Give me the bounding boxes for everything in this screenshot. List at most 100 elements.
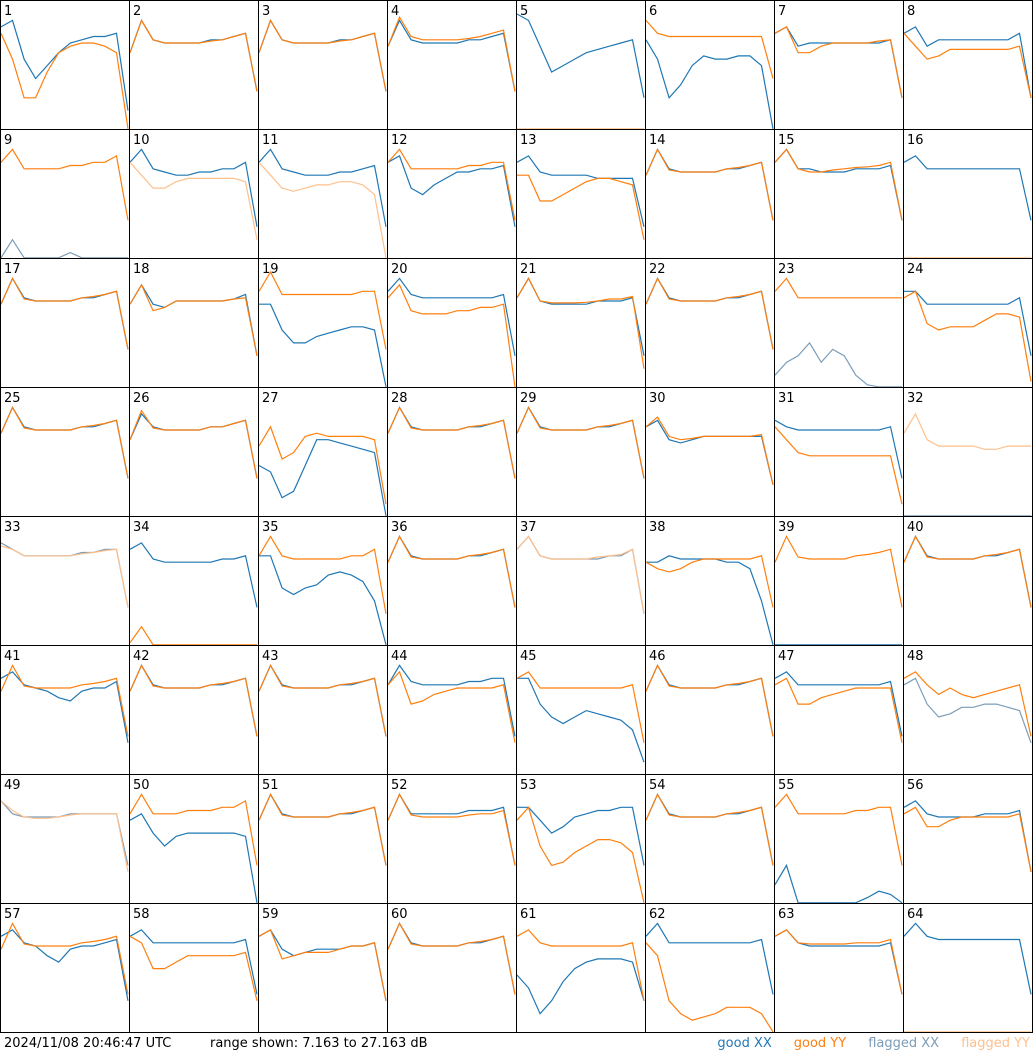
spectrum-line: [645, 277, 774, 350]
spectrum-line: [258, 793, 387, 866]
spectrum-line: [774, 341, 902, 388]
spectrum-line: [904, 290, 1032, 356]
spectrum-line: [129, 542, 258, 608]
panel-number: 56: [907, 778, 924, 793]
spectrum-line: [517, 174, 645, 240]
panel-number: 33: [4, 520, 21, 535]
spectrum-line: [129, 161, 258, 240]
panel-number: 32: [907, 391, 924, 406]
spectrum-line: [387, 19, 516, 92]
panel-number: 24: [907, 262, 924, 277]
panel: 64: [903, 903, 1033, 1033]
panel: 29: [516, 387, 646, 517]
spectrum-line: [774, 535, 903, 608]
panel-number: 36: [391, 520, 408, 535]
panel-number: 59: [262, 907, 279, 922]
panel-number: 1: [4, 4, 12, 19]
panel-number: 57: [4, 907, 21, 922]
panel-number: 58: [133, 907, 150, 922]
spectrum-line: [645, 555, 774, 608]
panel-number: 6: [649, 4, 657, 19]
panel-number: 41: [4, 649, 21, 664]
spectrum-line: [774, 929, 903, 995]
panel-number: 42: [133, 649, 150, 664]
panel-number: 19: [262, 262, 279, 277]
panel: 17: [0, 258, 130, 388]
spectrum-line: [0, 277, 129, 350]
spectrum-line: [774, 419, 903, 479]
panel-number: 49: [4, 778, 21, 793]
panel: 41: [0, 645, 130, 775]
panel-number: 25: [4, 391, 21, 406]
spectrum-line: [903, 535, 1032, 608]
spectrum-line: [129, 148, 258, 227]
spectrum-line: [387, 283, 516, 387]
panel-number: 55: [778, 778, 795, 793]
spectrum-line: [0, 922, 129, 995]
spectrum-line: [258, 439, 387, 516]
panel-number: 48: [907, 649, 924, 664]
panel-number: 54: [649, 778, 666, 793]
panel-number: 27: [262, 391, 279, 406]
panel: 20: [387, 258, 517, 388]
panel: 54: [645, 774, 775, 904]
panel-number: 23: [778, 262, 795, 277]
spectrum-line: [387, 670, 516, 743]
spectrum-line: [903, 155, 1032, 221]
spectrum-line: [387, 148, 516, 221]
panel-number: 20: [391, 262, 408, 277]
panel: 61: [516, 903, 646, 1033]
legend-entry: flagged YY: [961, 1036, 1030, 1051]
spectrum-line: [387, 793, 516, 866]
spectrum-line: [258, 664, 387, 737]
spectrum-line: [645, 793, 774, 866]
legend-entry: good XX: [717, 1036, 771, 1051]
spectrum-line: [0, 664, 129, 737]
legend-entry: good YY: [794, 1036, 846, 1051]
panel-number: 35: [262, 520, 279, 535]
spectrum-line: [0, 238, 128, 259]
spectrum-line: [774, 863, 903, 904]
spectrum-line: [258, 270, 387, 350]
spectrum-line: [258, 535, 387, 614]
panel-number: 47: [778, 649, 795, 664]
spectrum-line: [129, 625, 257, 646]
panel-number: 4: [391, 4, 399, 19]
spectrum-line: [903, 922, 1032, 995]
spectrum-line: [645, 922, 774, 995]
spectrum-line: [774, 277, 902, 299]
panel-number: 28: [391, 391, 408, 406]
spectrum-line: [903, 26, 1032, 98]
panel-number: 7: [778, 4, 786, 19]
panel: 14: [645, 129, 775, 259]
panel-number: 43: [262, 649, 279, 664]
spectrum-line: [516, 929, 645, 1001]
spectrum-line: [774, 677, 903, 743]
spectrum-line: [903, 290, 1032, 382]
spectrum-line: [129, 929, 258, 995]
panel: 55: [774, 774, 904, 904]
panel-number: 63: [778, 907, 795, 922]
spectrum-line: [516, 406, 645, 479]
spectrum-line: [129, 664, 258, 737]
panel: 59: [258, 903, 388, 1033]
panel-number: 12: [391, 133, 408, 148]
panel-number: 26: [133, 391, 150, 406]
spectrum-line: [0, 19, 129, 111]
spectrum-line: [259, 555, 387, 645]
spectrum-line: [516, 806, 645, 903]
spectrum-line: [387, 535, 516, 608]
panel: 35: [258, 516, 388, 646]
spectrum-line: [774, 26, 903, 98]
spectrum-line: [0, 148, 129, 221]
spectrum-line: [516, 277, 645, 369]
panel-number: 44: [391, 649, 408, 664]
spectrum-line: [259, 303, 387, 387]
panel: 40: [903, 516, 1033, 646]
panel-number: 29: [520, 391, 537, 406]
panel-number: 2: [133, 4, 141, 19]
panel-number: 8: [907, 4, 915, 19]
spectrum-line: [516, 155, 645, 227]
spectrum-line: [903, 671, 1032, 737]
